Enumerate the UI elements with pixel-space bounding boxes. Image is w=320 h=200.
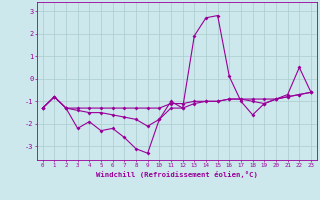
X-axis label: Windchill (Refroidissement éolien,°C): Windchill (Refroidissement éolien,°C) (96, 171, 258, 178)
